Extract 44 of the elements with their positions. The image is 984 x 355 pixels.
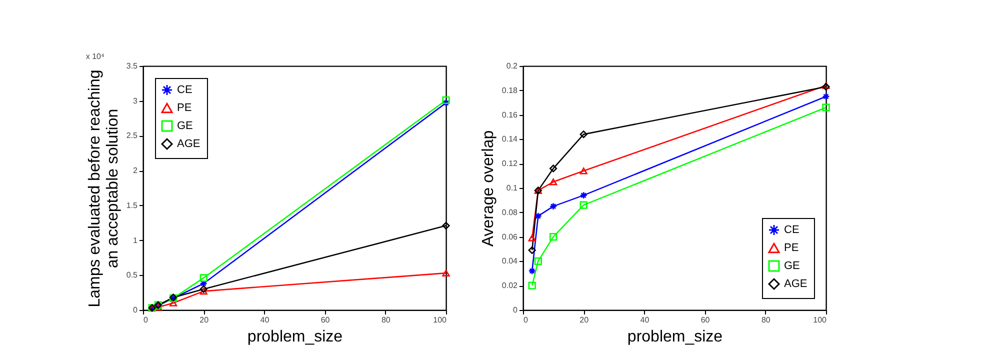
- y-tick-label: 0.16: [502, 110, 518, 120]
- y-tick-label: 1.5: [126, 200, 138, 210]
- text: x 10⁴: [86, 52, 105, 61]
- legend-label: CE: [177, 84, 192, 96]
- y-tick-label: 1: [133, 236, 138, 245]
- x-axis-title: problem_size: [247, 328, 343, 346]
- y-tick-label: 0.18: [502, 86, 518, 95]
- y-tick-label: 3.5: [126, 62, 138, 70]
- legend-label: AGE: [177, 138, 200, 150]
- y-tick-label: 0.06: [502, 232, 518, 242]
- y-tick-label: 3: [133, 96, 138, 106]
- y-axis-title: Average overlap: [480, 130, 497, 247]
- legend-label: PE: [177, 102, 192, 114]
- x-tick-label: 100: [433, 316, 448, 324]
- y-tick-label: 2: [133, 166, 138, 176]
- x-tick-label: 0: [524, 316, 528, 324]
- y-tick-label: 0.1: [506, 184, 518, 192]
- y-tick-label: 2.5: [126, 131, 138, 140]
- x-tick-label: 0: [144, 316, 148, 324]
- y-tick-label: 0.12: [502, 159, 518, 168]
- x-tick-label: 100: [813, 316, 828, 324]
- x-tick-label: 20: [200, 316, 210, 324]
- legend-label: GE: [784, 260, 800, 272]
- y-tick-label: 0.04: [502, 256, 518, 266]
- x-tick-label: 80: [381, 316, 391, 324]
- legend-label: GE: [177, 120, 193, 132]
- x-axis-title: problem_size: [627, 328, 723, 346]
- legend-label: PE: [784, 242, 799, 254]
- y-tick-label: 0.02: [502, 281, 518, 290]
- x-tick-label: 80: [761, 316, 771, 324]
- x-tick-label: 20: [580, 316, 590, 324]
- x-tick-label: 60: [700, 316, 710, 324]
- x-tick-label: 60: [320, 316, 330, 324]
- y-tick-label: 0: [133, 306, 138, 314]
- legend-label: CE: [784, 224, 800, 236]
- y-tick-label: 0: [513, 306, 518, 314]
- y-tick-label: 0.5: [126, 270, 138, 280]
- y-axis-title: Lamps evaluated before reaching an acceptable solution: [86, 70, 122, 308]
- x-tick-label: 40: [260, 316, 270, 324]
- y-tick-label: 0.08: [502, 208, 518, 217]
- x-tick-label: 40: [640, 316, 650, 324]
- y-tick-label: 0.14: [502, 134, 518, 144]
- legend-label: AGE: [784, 278, 808, 290]
- y-tick-label: 0.2: [506, 62, 518, 70]
